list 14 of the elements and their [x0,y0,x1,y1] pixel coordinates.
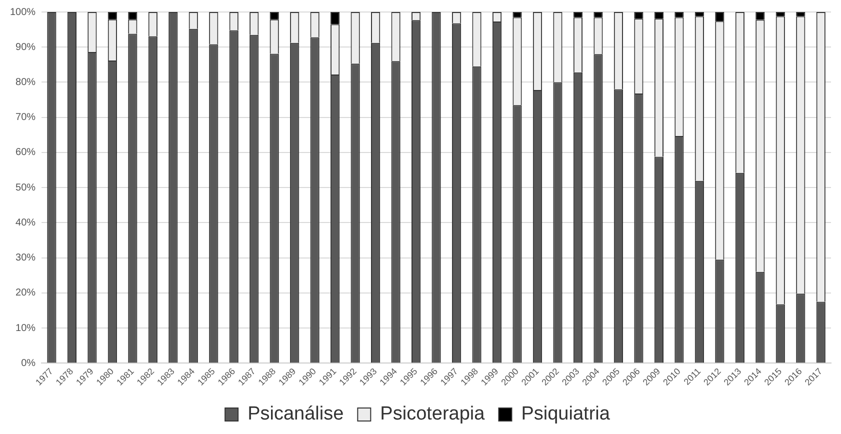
y-tick-label: 20% [16,288,36,299]
legend-label: Psicoterapia [380,404,486,425]
y-tick-label: 60% [16,147,36,158]
y-tick-label: 100% [10,6,36,18]
y-tick-label: 50% [16,182,36,194]
y-tick-label: 10% [16,322,36,334]
y-tick-label: 90% [16,42,36,53]
y-tick-label: 30% [16,252,36,264]
y-tick-label: 40% [16,217,36,228]
y-tick-label: 0% [21,358,36,369]
y-tick-label: 80% [16,76,36,88]
y-tick-label: 70% [16,112,36,124]
legend-label: Psiquiatria [521,404,610,425]
legend-label: Psicanálise [248,404,344,425]
